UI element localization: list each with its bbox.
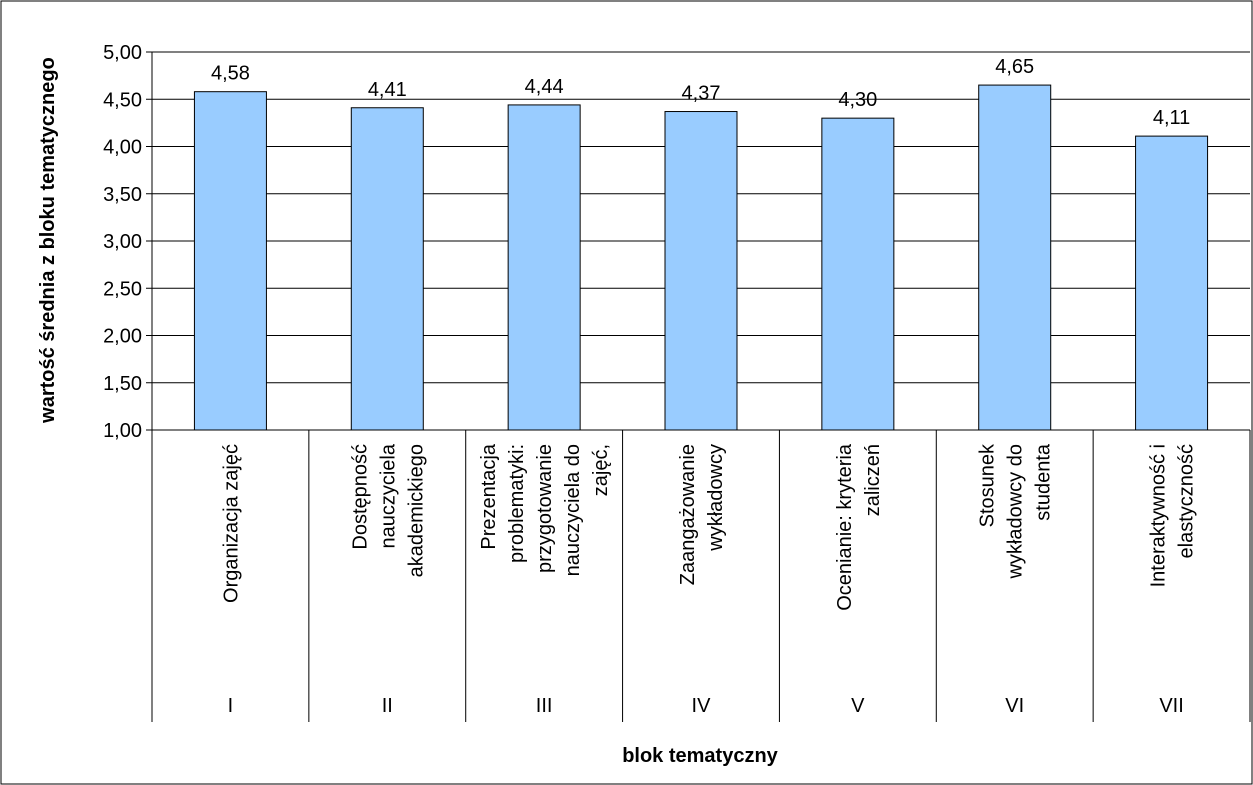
y-tick-labels: 1,00 1,50 2,00 2,50 3,00 3,50 4,00 4,50 5,00 [103,42,142,442]
bar-IV [664,111,738,431]
bar-II [350,107,424,431]
y-tick-label: 4,50 [103,89,142,111]
y-axis-title: wartość średnia z bloku tematycznego [37,57,59,424]
bar-III [507,104,581,431]
category-group-label-V: V [851,695,865,717]
x-axis-title: blok tematyczny [622,745,778,767]
y-tick-label: 4,00 [103,137,142,159]
bar-VI [978,84,1052,431]
y-tick-label: 1,50 [103,373,142,395]
data-label-I: 4,58 [211,63,250,85]
category-label-line: Dostępność [349,444,371,550]
data-label-IV: 4,37 [682,83,721,105]
y-tick-label: 5,00 [103,42,142,64]
bars [193,84,1209,431]
bar-I [193,91,267,431]
category-label-line: Interaktywność i [1148,444,1170,587]
y-tick-label: 3,50 [103,184,142,206]
category-label-line: Organizacja zajęć [220,444,242,603]
category-label-line: akademickiego [405,444,427,577]
category-label-line: Prezentacja [478,443,500,549]
category-group-label-III: III [536,695,553,717]
category-label-line: przygotowanie [534,444,556,573]
bar-V [821,117,895,431]
category-group-label-II: II [382,695,393,717]
category-label-line: zajęć, [590,444,612,496]
category-group-label-VI: VI [1005,695,1024,717]
category-label-line: Ocenianie: kryteria [834,443,856,611]
category-label-line: problematyki: [506,444,528,563]
category-label-line: nauczyciela [377,443,399,548]
category-label-line: nauczyciela do [562,444,584,576]
data-labels: 4,58 4,41 4,44 4,37 4,30 4,65 4,11 [211,56,1190,129]
y-tick-label: 1,00 [103,420,142,442]
y-tick-label: 3,00 [103,231,142,253]
category-label-IV: Zaangażowanie wykładowcy [677,444,727,585]
category-label-VII: Interaktywność i elastyczność [1148,444,1198,587]
data-label-V: 4,30 [838,89,877,111]
category-label-line: elastyczność [1176,444,1198,559]
data-label-VII: 4,11 [1153,107,1190,129]
category-group-label-IV: IV [692,695,712,717]
category-group-label-I: I [228,695,234,717]
category-label-II: Dostępność nauczyciela akademickiego [349,443,427,577]
category-label-line: wykładowcy [705,444,727,552]
category-group-label-VII: VII [1159,695,1183,717]
category-label-line: Zaangażowanie [677,444,699,585]
category-label-V: Ocenianie: kryteria zaliczeń [834,443,884,611]
category-label-I: Organizacja zajęć [220,444,242,603]
axes [146,51,1251,722]
category-label-line: zaliczeń [862,444,884,516]
data-label-VI: 4,65 [995,56,1034,78]
y-tick-label: 2,50 [103,278,142,300]
category-label-III: Prezentacja problematyki: przygotowanie nau… [478,443,612,576]
category-labels: Organizacja zajęć I Dostępność nauczyciela a… [220,443,1197,717]
y-tick-label: 2,00 [103,326,142,348]
bar-VII [1135,135,1209,431]
data-label-II: 4,41 [368,79,407,101]
category-label-VI: Stosunek wykładowcy do studenta [977,443,1055,580]
category-label-line: studenta [1033,443,1055,521]
category-label-line: wykładowcy do [1005,444,1027,580]
data-label-III: 4,44 [525,76,564,98]
category-label-line: Stosunek [977,443,999,527]
